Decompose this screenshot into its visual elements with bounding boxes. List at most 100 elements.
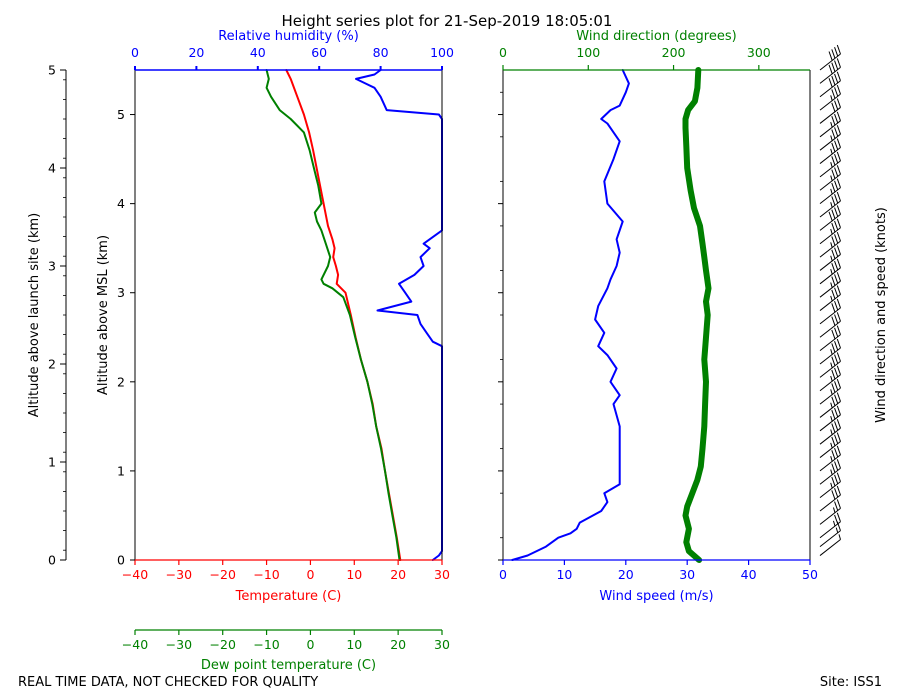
wind-barb-full	[836, 459, 841, 469]
wind-barb-full	[831, 129, 836, 139]
wind-barb-full	[834, 260, 839, 271]
wind-barb-full	[836, 352, 841, 362]
dewpoint-axis-tick-label: −10	[253, 637, 279, 652]
wind-barb-full	[828, 78, 833, 88]
wind-barb-full	[836, 58, 841, 68]
wind-direction-axis-tick-label: 300	[747, 45, 771, 60]
wind-barb-full	[831, 49, 836, 59]
wind-barb-half	[830, 95, 833, 101]
wind-barb-full	[836, 445, 841, 456]
wind-barb	[819, 445, 841, 472]
launch-site-tick-label: 1	[48, 455, 56, 470]
wind-speed-axis-tick-label: 10	[556, 567, 572, 582]
wind-barb-staff	[819, 507, 841, 525]
wind-barb	[819, 352, 841, 378]
wind-barb-full	[836, 285, 841, 295]
wind-barb-full	[834, 247, 839, 257]
wind-barb-full	[834, 100, 839, 110]
wind-barb-full	[834, 514, 839, 525]
wind-barb-full	[831, 209, 836, 219]
wind-barb-full	[834, 127, 839, 137]
wind-barb-full	[834, 73, 839, 84]
wind-barb-full	[831, 329, 836, 340]
wind-barb-staff	[819, 280, 841, 298]
wind-barb-full	[831, 169, 836, 179]
wind-barb-half	[830, 228, 833, 235]
wind-barb-full	[836, 485, 841, 496]
humidity-axis-label: Relative humidity (%)	[218, 29, 359, 44]
series-dew-point	[265, 69, 401, 561]
wind-barb-half	[830, 349, 833, 355]
wind-barb-full	[831, 450, 836, 460]
wind-barb-staff	[819, 427, 841, 445]
wind-barb-full	[831, 182, 836, 193]
wind-barb-full	[834, 234, 839, 244]
launch-site-tick-label: 0	[48, 553, 56, 568]
wind-barb-full	[831, 303, 836, 313]
wind-barb-full	[836, 472, 841, 482]
axes: −40 −30 −20 −10 0 10 20 30−40 −30 −20 −10 0 10 20 300 2…	[48, 45, 818, 652]
wind-barb-full	[836, 405, 841, 415]
wind-barb-staff	[819, 120, 841, 138]
wind-barb-full	[834, 87, 839, 97]
wind-barb-staff	[819, 401, 841, 418]
wind-barb-staff	[819, 307, 841, 325]
wind-barb	[819, 44, 841, 71]
wind-barb-staff	[819, 240, 841, 258]
wind-barb-full	[836, 191, 841, 202]
wind-barb-staff	[819, 187, 841, 205]
wind-barb-full	[831, 423, 836, 433]
wind-barb	[819, 191, 841, 218]
wind-barb	[819, 245, 841, 271]
wind-barb-staff	[819, 530, 841, 548]
wind-barb-half	[830, 121, 833, 128]
wind-speed-axis-tick-label: 40	[741, 567, 757, 582]
wind-barb-staff	[819, 133, 841, 151]
wind-barb-staff	[819, 320, 841, 338]
wind-barb-full	[834, 474, 839, 484]
wind-barb	[819, 98, 841, 124]
wind-barb-half	[830, 282, 833, 288]
wind-barb-staff	[819, 360, 841, 378]
wind-barb-half	[830, 362, 833, 368]
wind-barb	[819, 405, 841, 432]
wind-barb-full	[831, 116, 836, 126]
humidity-axis-tick-label: 0	[131, 45, 139, 60]
wind-speed-axis-tick-label: 50	[802, 567, 818, 582]
dewpoint-axis-tick-label: 30	[434, 637, 450, 652]
wind-barb-staff	[819, 347, 841, 365]
site-label: Site: ISS1	[820, 675, 882, 690]
wind-barb-full	[836, 125, 841, 135]
wind-barb-full	[834, 153, 839, 164]
wind-barb-full	[836, 44, 841, 55]
wind-barb	[819, 432, 841, 458]
wind-barb-half	[832, 520, 836, 527]
wind-barb-full	[834, 381, 839, 391]
wind-barb-staff	[819, 93, 841, 111]
wind-barb	[819, 499, 841, 525]
dewpoint-axis-tick-label: −30	[166, 637, 192, 652]
wind-barb	[819, 125, 841, 151]
temperature-axis-tick-label: −10	[253, 567, 279, 582]
wind-barb-full	[831, 236, 836, 246]
wind-speed-axis-tick-label: 0	[499, 567, 507, 582]
humidity-axis-tick-label: 60	[311, 45, 327, 60]
humidity-axis-tick-label: 20	[188, 45, 204, 60]
wind-barb-half	[830, 175, 833, 181]
wind-barb-staff	[819, 374, 841, 392]
wind-barb-staff	[819, 66, 841, 84]
wind-barb-full	[828, 64, 833, 74]
wind-barb-staff	[819, 494, 841, 512]
wind-barb	[819, 272, 841, 298]
dewpoint-axis-tick-label: 0	[306, 637, 314, 652]
wind-barb-full	[834, 501, 839, 511]
wind-barb-staff	[819, 53, 841, 71]
wind-barb-full	[831, 490, 836, 500]
wind-barb-full	[834, 394, 839, 404]
dewpoint-axis-tick-label: 20	[390, 637, 406, 652]
msl-axis-label: Altitude above MSL (km)	[96, 235, 111, 395]
wind-barb-full	[828, 211, 833, 221]
wind-barb	[819, 338, 841, 365]
wind-barb	[819, 111, 841, 138]
